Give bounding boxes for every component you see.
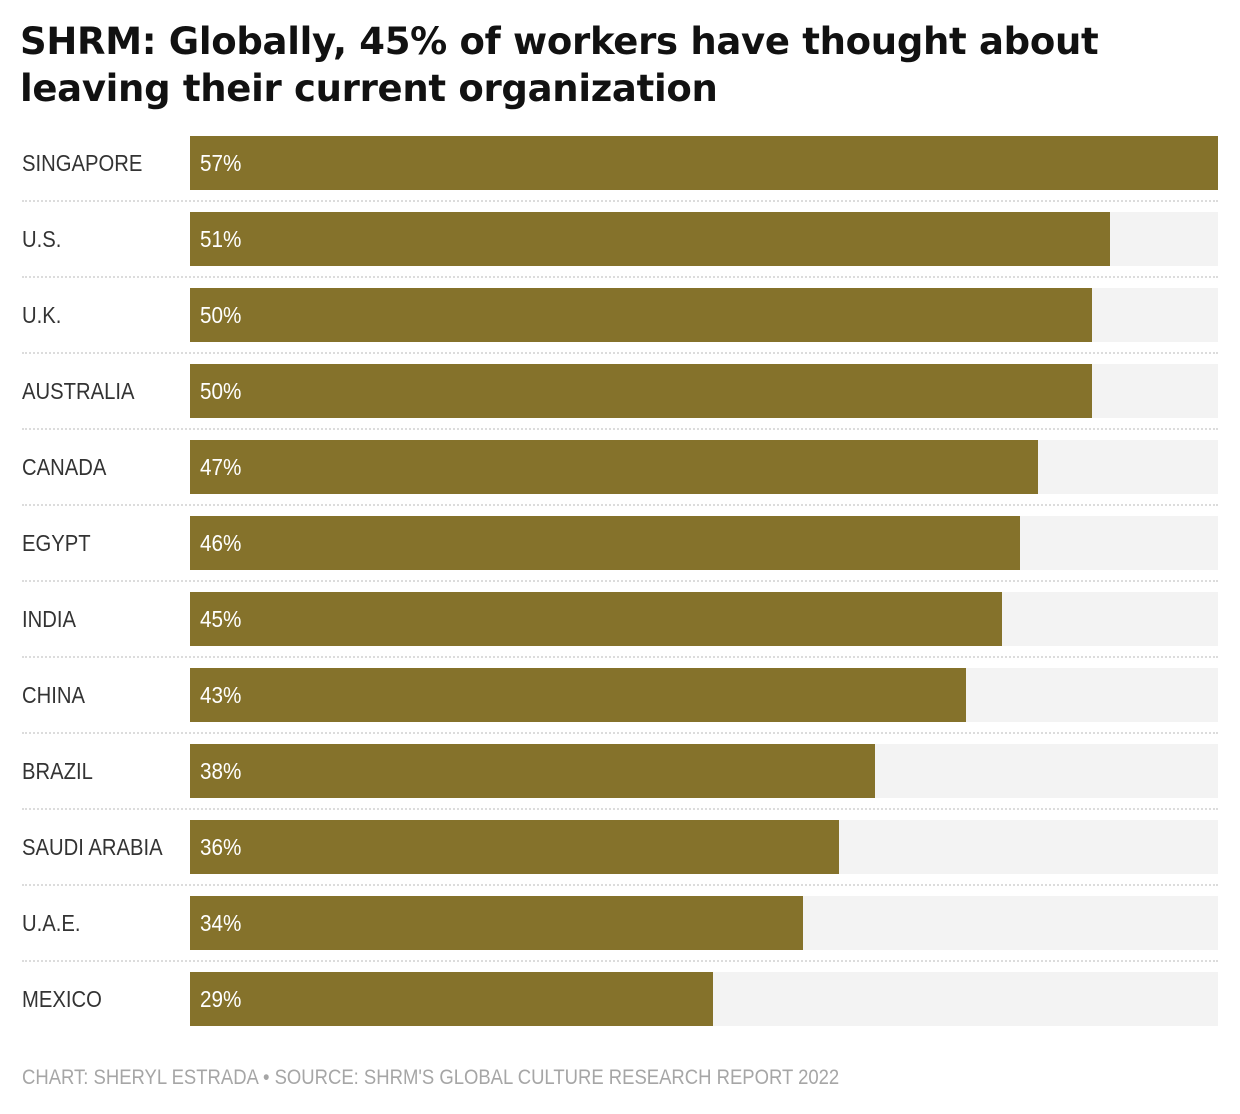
category-label: BRAZIL [22, 758, 93, 784]
row-separator [22, 504, 1218, 506]
value-label: 36% [200, 834, 242, 860]
bar-track: 38% [190, 744, 1218, 798]
bar-track: 50% [190, 364, 1218, 418]
value-label: 57% [200, 150, 242, 176]
bar [190, 744, 875, 798]
category-label: MEXICO [22, 986, 102, 1012]
bar [190, 440, 1038, 494]
category-label: U.K. [22, 302, 62, 328]
value-label: 46% [200, 530, 242, 556]
bar [190, 364, 1092, 418]
chart-title: SHRM: Globally, 45% of workers have thou… [20, 20, 1099, 110]
row-separator [22, 428, 1218, 430]
row-separator [22, 960, 1218, 962]
bar-row: BRAZIL 38% [0, 744, 1240, 798]
bar [190, 972, 713, 1026]
bar-track: 57% [190, 136, 1218, 190]
bar [190, 212, 1110, 266]
category-label: U.A.E. [22, 910, 81, 936]
value-label: 50% [200, 378, 242, 404]
bar-row: CHINA 43% [0, 668, 1240, 722]
category-label: EGYPT [22, 530, 91, 556]
value-label: 47% [200, 454, 242, 480]
value-label: 34% [200, 910, 242, 936]
value-label: 50% [200, 302, 242, 328]
row-separator [22, 580, 1218, 582]
bar-row: EGYPT 46% [0, 516, 1240, 570]
row-separator [22, 884, 1218, 886]
bar [190, 516, 1020, 570]
bar [190, 136, 1218, 190]
category-label: SAUDI ARABIA [22, 834, 163, 860]
value-label: 45% [200, 606, 242, 632]
row-separator [22, 200, 1218, 202]
value-label: 38% [200, 758, 242, 784]
bar-track: 46% [190, 516, 1218, 570]
bar-row: U.K. 50% [0, 288, 1240, 342]
bar-track: 43% [190, 668, 1218, 722]
bar-row: MEXICO 29% [0, 972, 1240, 1026]
bar [190, 820, 839, 874]
row-separator [22, 656, 1218, 658]
category-label: U.S. [22, 226, 62, 252]
bar [190, 668, 966, 722]
bar-row: SINGAPORE 57% [0, 136, 1240, 190]
row-separator [22, 352, 1218, 354]
bar-track: 36% [190, 820, 1218, 874]
bar-row: SAUDI ARABIA 36% [0, 820, 1240, 874]
bar-row: INDIA 45% [0, 592, 1240, 646]
chart-source-footer: CHART: SHERYL ESTRADA • SOURCE: SHRM'S G… [22, 1066, 840, 1089]
bar-track: 50% [190, 288, 1218, 342]
category-label: INDIA [22, 606, 76, 632]
value-label: 29% [200, 986, 242, 1012]
bar-track: 51% [190, 212, 1218, 266]
bar-track: 29% [190, 972, 1218, 1026]
bar [190, 592, 1002, 646]
bar-row: CANADA 47% [0, 440, 1240, 494]
category-label: CANADA [22, 454, 107, 480]
row-separator [22, 732, 1218, 734]
category-label: CHINA [22, 682, 85, 708]
row-separator [22, 276, 1218, 278]
bar-track: 47% [190, 440, 1218, 494]
bar [190, 896, 803, 950]
category-label: AUSTRALIA [22, 378, 135, 404]
bar-row: U.A.E. 34% [0, 896, 1240, 950]
bar-row: AUSTRALIA 50% [0, 364, 1240, 418]
bar [190, 288, 1092, 342]
bar-track: 45% [190, 592, 1218, 646]
bar-track: 34% [190, 896, 1218, 950]
bar-row: U.S. 51% [0, 212, 1240, 266]
category-label: SINGAPORE [22, 150, 143, 176]
value-label: 51% [200, 226, 242, 252]
value-label: 43% [200, 682, 242, 708]
row-separator [22, 808, 1218, 810]
